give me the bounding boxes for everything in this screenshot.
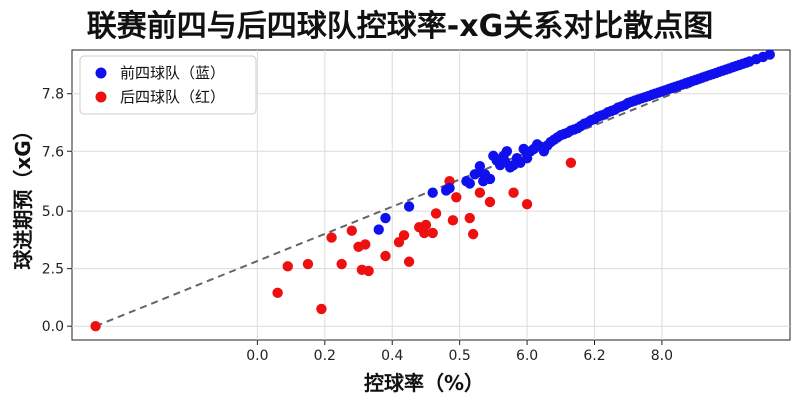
red-point: [302, 258, 314, 270]
red-point: [380, 250, 391, 262]
red-point: [565, 157, 577, 168]
red-point: [420, 219, 432, 231]
red-point: [360, 239, 371, 250]
x-tick-label: 0.0: [246, 348, 268, 364]
red-point: [419, 227, 430, 239]
x-tick-label: 0.4: [381, 348, 403, 364]
points-layer: [90, 49, 775, 332]
red-point: [427, 227, 438, 239]
red-point: [316, 303, 327, 315]
x-tick-label: 6.2: [583, 348, 605, 364]
red-point: [336, 258, 347, 270]
red-point: [90, 320, 101, 332]
red-point: [363, 265, 374, 277]
grid: [72, 50, 790, 340]
x-tick-label: 6.0: [516, 348, 538, 364]
red-point: [282, 261, 293, 272]
red-point: [467, 228, 479, 240]
blue-point: [373, 224, 384, 235]
x-tick-label: 8.0: [651, 348, 673, 364]
y-tick-label: 0.0: [42, 319, 64, 335]
legend-box: [79, 55, 257, 115]
blue-point: [427, 187, 438, 198]
x-tick-label: 0.2: [314, 348, 336, 364]
y-tick-label: 5.0: [42, 204, 64, 220]
tick-labels: 0.0 0.2 0.4 0.5 6.0 6.2 8.0 0.0 2.5 5.0 7.6 7.8: [42, 87, 673, 364]
y-axis-label: 球进期预（xG）: [11, 120, 35, 269]
legend-label: 前四球队（蓝）: [120, 64, 225, 82]
blue-point: [403, 201, 415, 212]
blue-point: [499, 156, 511, 167]
blue-point: [444, 182, 455, 194]
blue-point: [501, 146, 513, 157]
blue-point: [484, 173, 496, 185]
red-point: [403, 256, 415, 267]
x-axis-label: 控球率（%）: [364, 371, 484, 395]
blue-point: [380, 212, 391, 224]
red-point: [272, 287, 283, 299]
chart-title: 联赛前四与后四球队控球率-xG关系对比散点图: [87, 9, 713, 44]
y-tick-label: 7.6: [42, 144, 64, 160]
y-tick-label: 2.5: [42, 262, 64, 278]
y-tick-label: 7.8: [42, 87, 64, 103]
blue-point: [488, 150, 499, 162]
legend-label: 后四球队（红）: [120, 88, 225, 106]
red-point: [326, 232, 337, 243]
blue-point: [474, 161, 486, 172]
blue-point: [764, 49, 775, 60]
x-tick-label: 0.5: [449, 348, 471, 364]
red-point: [447, 215, 459, 226]
red-point: [484, 196, 496, 208]
red-point: [346, 225, 357, 236]
blue-point: [511, 152, 523, 164]
red-point: [474, 187, 486, 198]
blue-point: [464, 178, 475, 189]
red-point: [451, 192, 462, 203]
red-point: [508, 187, 519, 198]
red-point: [521, 199, 533, 210]
legend-marker: [95, 67, 107, 79]
red-point: [464, 212, 475, 224]
red-point: [430, 208, 442, 219]
legend-marker: [95, 91, 107, 103]
red-point: [398, 230, 410, 241]
legend: 前四球队（蓝） 后四球队（红）: [79, 55, 257, 115]
